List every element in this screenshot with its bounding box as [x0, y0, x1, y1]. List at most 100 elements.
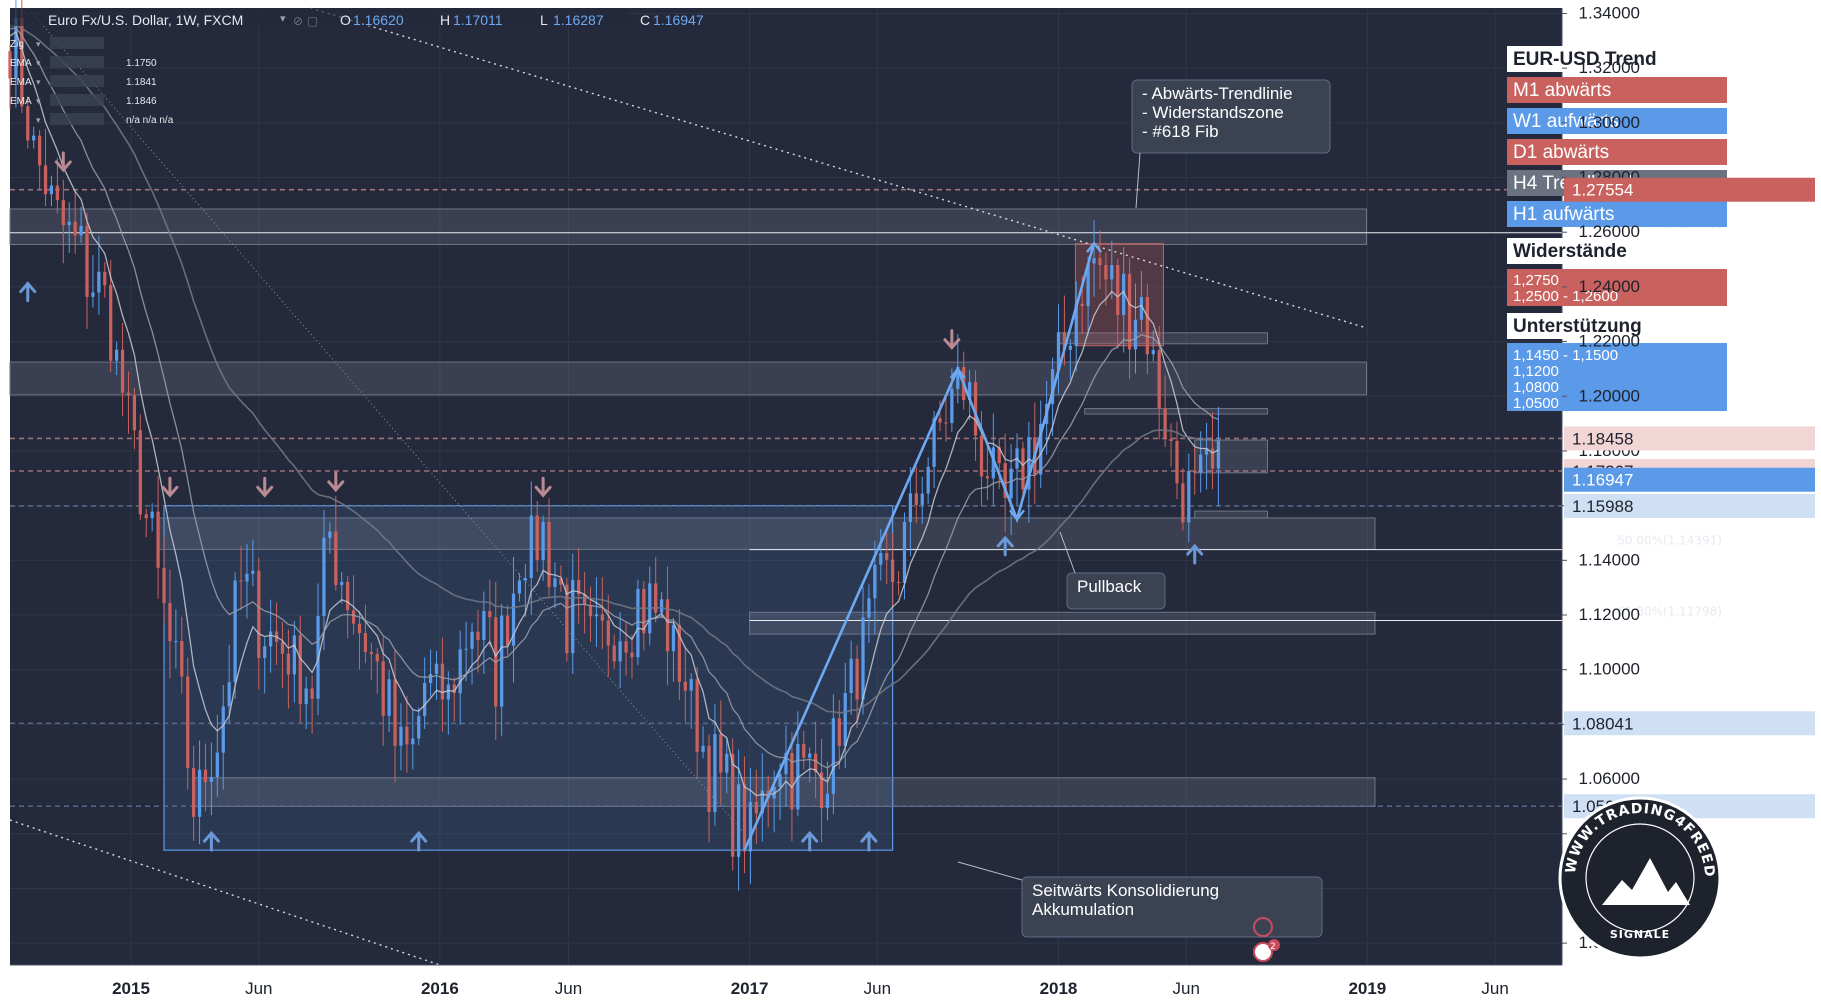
candle-body[interactable] — [547, 522, 551, 587]
candle-body[interactable] — [606, 620, 610, 646]
candle-body[interactable] — [1039, 423, 1043, 475]
candle-body[interactable] — [197, 769, 202, 817]
candle-body[interactable] — [624, 641, 628, 653]
candle-body[interactable] — [1199, 454, 1203, 473]
candle-body[interactable] — [636, 589, 640, 658]
candle-body[interactable] — [861, 617, 865, 700]
candle-body[interactable] — [1145, 297, 1149, 355]
candle-body[interactable] — [932, 418, 936, 467]
candle-body[interactable] — [79, 225, 83, 236]
candle-body[interactable] — [523, 577, 527, 581]
candle-body[interactable] — [571, 579, 575, 654]
candle-body[interactable] — [221, 706, 225, 753]
candle-body[interactable] — [855, 658, 859, 700]
candle-body[interactable] — [61, 200, 65, 226]
candle-body[interactable] — [85, 225, 89, 297]
support-zone[interactable] — [193, 777, 1376, 807]
candle-body[interactable] — [144, 514, 148, 519]
candle-body[interactable] — [630, 652, 634, 658]
candle-body[interactable] — [399, 726, 403, 746]
candle-body[interactable] — [1074, 303, 1078, 346]
candle-body[interactable] — [280, 641, 285, 654]
trend-leg[interactable] — [743, 242, 1096, 851]
minor-zone[interactable] — [1194, 510, 1269, 519]
candle-body[interactable] — [162, 567, 166, 604]
candle-body[interactable] — [701, 745, 705, 752]
indicator-settings-icon[interactable] — [50, 113, 104, 125]
candle-body[interactable] — [97, 271, 101, 293]
candle-body[interactable] — [239, 580, 243, 582]
candle-body[interactable] — [731, 753, 735, 857]
candle-body[interactable] — [1116, 265, 1120, 315]
candle-body[interactable] — [387, 679, 391, 716]
candle-body[interactable] — [109, 285, 113, 361]
price-label[interactable] — [1564, 711, 1815, 736]
candle-body[interactable] — [1056, 332, 1061, 370]
candle-body[interactable] — [215, 752, 219, 778]
candle-body[interactable] — [914, 493, 918, 505]
candle-body[interactable] — [322, 537, 326, 616]
candle-body[interactable] — [452, 684, 456, 694]
candle-body[interactable] — [1068, 345, 1072, 350]
candle-body[interactable] — [363, 633, 368, 653]
candle-body[interactable] — [600, 614, 604, 621]
candle-body[interactable] — [192, 767, 196, 817]
candle-body[interactable] — [470, 631, 474, 649]
candle-body[interactable] — [665, 599, 670, 652]
price-label[interactable] — [1564, 467, 1815, 492]
resistance-zone[interactable] — [9, 361, 1368, 396]
candle-body[interactable] — [689, 679, 693, 691]
candle-body[interactable] — [251, 570, 255, 574]
candle-body[interactable] — [559, 578, 563, 585]
candle-body[interactable] — [257, 570, 261, 658]
candle-body[interactable] — [588, 604, 593, 617]
candle-body[interactable] — [126, 392, 131, 396]
candle-body[interactable] — [500, 615, 504, 707]
candle-body[interactable] — [1003, 463, 1007, 498]
candle-body[interactable] — [1027, 437, 1031, 490]
candle-body[interactable] — [393, 679, 397, 746]
candle-body[interactable] — [1110, 265, 1114, 280]
candle-body[interactable] — [511, 593, 516, 646]
candle-body[interactable] — [458, 649, 462, 694]
candle-body[interactable] — [263, 646, 267, 658]
candle-body[interactable] — [292, 635, 296, 675]
candle-body[interactable] — [772, 786, 776, 799]
candle-body[interactable] — [553, 578, 557, 587]
candle-body[interactable] — [831, 718, 836, 794]
candle-body[interactable] — [950, 388, 954, 424]
candle-body[interactable] — [873, 564, 877, 599]
candle-body[interactable] — [114, 349, 119, 361]
candle-body[interactable] — [796, 743, 800, 810]
candle-body[interactable] — [535, 515, 539, 560]
support-zone[interactable] — [156, 517, 1376, 550]
candle-body[interactable] — [908, 493, 913, 522]
candle-body[interactable] — [32, 135, 36, 141]
lower-channel-line[interactable] — [9, 819, 441, 966]
candle-body[interactable] — [505, 615, 510, 646]
candle-body[interactable] — [464, 648, 468, 650]
candle-body[interactable] — [298, 635, 302, 705]
candle-body[interactable] — [381, 661, 385, 716]
candle-body[interactable] — [233, 580, 237, 683]
candle-body[interactable] — [67, 221, 71, 226]
candle-body[interactable] — [488, 610, 492, 618]
candle-body[interactable] — [565, 584, 569, 654]
candle-body[interactable] — [784, 752, 788, 775]
candle-body[interactable] — [1181, 483, 1185, 523]
candle-body[interactable] — [742, 784, 747, 852]
candle-body[interactable] — [446, 684, 450, 700]
candle-body[interactable] — [1021, 448, 1025, 490]
candle-body[interactable] — [517, 580, 522, 594]
candle-body[interactable] — [180, 641, 184, 677]
support-zone[interactable] — [749, 611, 1376, 635]
candle-body[interactable] — [310, 688, 314, 699]
candle-body[interactable] — [1210, 448, 1215, 469]
candle-body[interactable] — [725, 753, 729, 773]
candle-body[interactable] — [790, 752, 794, 810]
candle-body[interactable] — [1009, 468, 1013, 498]
candle-body[interactable] — [428, 674, 433, 683]
candle-body[interactable] — [1216, 439, 1221, 469]
